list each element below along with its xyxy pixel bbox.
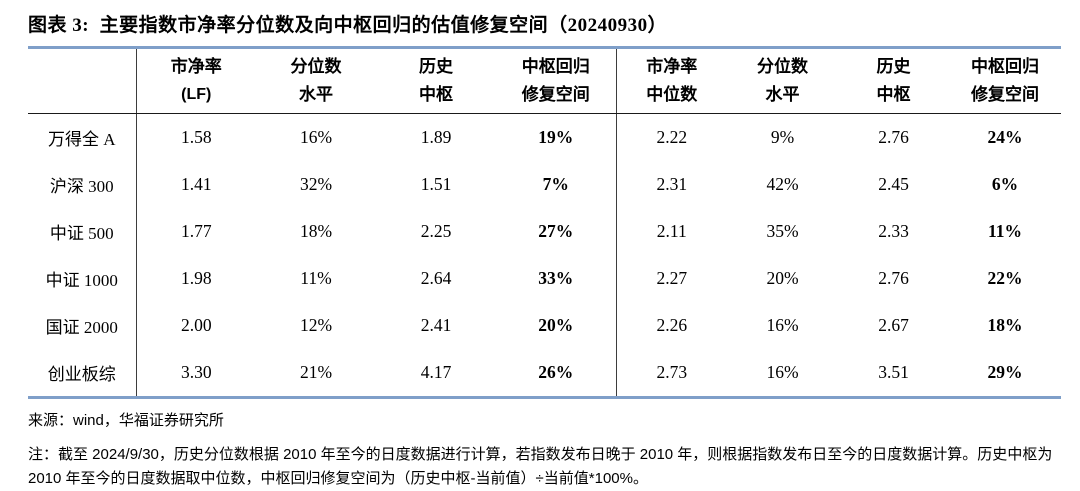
header-percentile-left: 分位数 水平 <box>256 47 376 114</box>
header-line2: 中枢 <box>876 85 911 104</box>
row-label: 沪深 300 <box>28 161 137 208</box>
table-row: 沪深 300 1.41 32% 1.51 7% 2.31 42% 2.45 6% <box>28 161 1061 208</box>
value-cell: 11% <box>987 221 1023 241</box>
table-header-row: 市净率 (LF) 分位数 水平 历史 中枢 中枢回归 修复空间 市净率 中位 <box>28 47 1061 114</box>
header-hist-center-left: 历史 中枢 <box>376 47 496 114</box>
value-cell: 19% <box>496 113 617 161</box>
value-cell: 27% <box>496 208 617 255</box>
value-cell: 29% <box>987 362 1023 382</box>
header-line2: 水平 <box>299 85 333 104</box>
value-cell: 2.76 <box>878 268 909 288</box>
value-cell: 2.00 <box>180 315 212 335</box>
header-line1: 分位数 <box>757 57 808 76</box>
corner-cell <box>28 47 137 114</box>
header-line1: 市净率 <box>646 57 698 76</box>
header-line1: 市净率 <box>170 57 222 76</box>
value-cell: 18% <box>299 221 333 241</box>
value-cell: 2.41 <box>420 315 452 335</box>
value-cell: 22% <box>987 268 1023 288</box>
value-cell: 2.26 <box>656 315 688 335</box>
value-cell: 2.25 <box>420 221 452 241</box>
value-cell: 1.58 <box>180 127 212 147</box>
table-row: 万得全 A 1.58 16% 1.89 19% 2.22 9% 2.76 24% <box>28 113 1061 161</box>
value-cell: 2.64 <box>420 268 452 288</box>
note-line: 注：截至 2024/9/30，历史分位数根据 2010 年至今的日度数据进行计算… <box>28 446 1057 487</box>
row-label: 创业板综 <box>28 349 137 398</box>
header-line2: 修复空间 <box>971 85 1039 104</box>
value-cell: 2.73 <box>656 362 688 382</box>
table-row: 中证 500 1.77 18% 2.25 27% 2.11 35% 2.33 1… <box>28 208 1061 255</box>
header-line1: 中枢回归 <box>971 57 1039 76</box>
value-cell: 1.41 <box>180 174 212 194</box>
value-cell: 12% <box>299 315 333 335</box>
header-line1: 分位数 <box>290 57 342 76</box>
header-line2: 中位数 <box>646 85 698 104</box>
value-cell: 16% <box>766 315 799 335</box>
value-cell: 7% <box>496 161 617 208</box>
table-row: 创业板综 3.30 21% 4.17 26% 2.73 16% 3.51 29% <box>28 349 1061 398</box>
value-cell: 32% <box>299 174 333 194</box>
header-line1: 中枢回归 <box>521 57 590 76</box>
value-cell: 16% <box>299 127 333 147</box>
header-percentile-right: 分位数 水平 <box>727 47 838 114</box>
header-line2: 修复空间 <box>521 85 590 104</box>
row-label: 中证 500 <box>28 208 137 255</box>
value-cell: 3.30 <box>180 362 212 382</box>
value-cell: 24% <box>987 127 1023 147</box>
value-cell: 4.17 <box>420 362 452 382</box>
value-cell: 3.51 <box>878 362 909 382</box>
value-cell: 26% <box>496 349 617 398</box>
value-cell: 42% <box>766 174 799 194</box>
valuation-table: 市净率 (LF) 分位数 水平 历史 中枢 中枢回归 修复空间 市净率 中位 <box>28 46 1061 399</box>
header-line2: 水平 <box>765 85 800 104</box>
value-cell: 2.22 <box>656 127 688 147</box>
value-cell: 35% <box>766 221 799 241</box>
header-repair-space-left: 中枢回归 修复空间 <box>496 47 617 114</box>
source-line: 来源：wind，华福证券研究所 <box>28 412 224 429</box>
row-label: 中证 1000 <box>28 255 137 302</box>
value-cell: 1.98 <box>180 268 212 288</box>
header-line2: 中枢 <box>419 85 453 104</box>
value-cell: 11% <box>300 268 332 288</box>
header-hist-center-right: 历史 中枢 <box>838 47 949 114</box>
value-cell: 2.76 <box>878 127 909 147</box>
value-cell: 21% <box>299 362 333 382</box>
row-label: 万得全 A <box>28 113 137 161</box>
value-cell: 1.51 <box>420 174 452 194</box>
value-cell: 2.33 <box>878 221 909 241</box>
value-cell: 6% <box>991 174 1019 194</box>
row-label: 国证 2000 <box>28 302 137 349</box>
header-line1: 历史 <box>876 57 911 76</box>
header-pb-lf: 市净率 (LF) <box>136 47 256 114</box>
value-cell: 9% <box>770 127 795 147</box>
value-cell: 20% <box>496 302 617 349</box>
value-cell: 2.45 <box>878 174 909 194</box>
value-cell: 16% <box>766 362 799 382</box>
value-cell: 2.31 <box>656 174 688 194</box>
header-pb-median: 市净率 中位数 <box>616 47 727 114</box>
value-cell: 2.67 <box>878 315 909 335</box>
table-row: 国证 2000 2.00 12% 2.41 20% 2.26 16% 2.67 … <box>28 302 1061 349</box>
value-cell: 20% <box>766 268 799 288</box>
value-cell: 33% <box>496 255 617 302</box>
header-line2: (LF) <box>181 86 212 103</box>
header-repair-space-right: 中枢回归 修复空间 <box>949 47 1061 114</box>
value-cell: 2.11 <box>656 221 687 241</box>
value-cell: 1.77 <box>180 221 212 241</box>
header-line1: 历史 <box>419 57 453 76</box>
value-cell: 1.89 <box>420 127 452 147</box>
value-cell: 2.27 <box>656 268 688 288</box>
figure-title: 图表 3: 主要指数市净率分位数及向中枢回归的估值修复空间（20240930） <box>28 15 668 36</box>
value-cell: 18% <box>987 315 1023 335</box>
table-row: 中证 1000 1.98 11% 2.64 33% 2.27 20% 2.76 … <box>28 255 1061 302</box>
